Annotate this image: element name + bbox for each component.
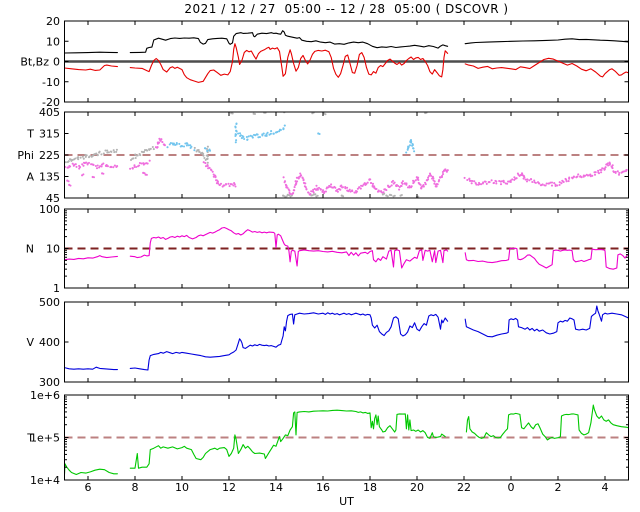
panel-density [64,226,629,270]
y-tick-label: 1e+5 [30,432,60,445]
y-tick-label: -20 [42,96,60,109]
x-tick-label: 18 [363,481,377,494]
panel-angles [64,112,629,198]
y-tick-label: 0 [53,56,60,69]
y-tick-label: 45 [46,192,60,205]
y-tick-label: 135 [39,171,60,184]
panel-left-label: T [26,128,34,141]
y-tick-label: 315 [39,128,60,141]
y-tick-label: -10 [42,76,60,89]
y-tick-label: 20 [46,15,60,28]
y-tick-label: 400 [39,336,60,349]
x-tick-label: 2 [555,481,562,494]
y-tick-label: 225 [39,149,60,162]
x-tick-label: 10 [175,481,189,494]
y-tick-label: 1e+4 [30,474,60,487]
panel-bt-bz [64,30,629,83]
panel-speed-frame [64,301,629,383]
panel-temperature [64,404,629,476]
x-tick-label: 14 [269,481,283,494]
panel-left-label: N [26,243,34,256]
x-tick-label: 8 [132,481,139,494]
y-tick-label: 10 [46,243,60,256]
series-V [64,305,629,371]
x-tick-label: 0 [508,481,515,494]
series-angle-gray [64,112,428,198]
panel-left-label: A [26,171,34,184]
x-tick-label: 4 [602,481,609,494]
series-N [64,226,629,270]
x-axis-label: UT [339,495,354,508]
x-tick-label: 20 [410,481,424,494]
panel-density-frame [64,208,629,289]
panel-left-label: Phi [17,149,34,162]
x-tick-label: 22 [457,481,471,494]
series-angle-cyan [166,122,416,154]
y-tick-label: 300 [39,376,60,389]
series-angle-pink [64,137,629,196]
y-tick-label: 1 [53,282,60,295]
panel-speed [64,305,629,371]
x-tick-label: 6 [85,481,92,494]
panel-bt-bz-frame [64,20,629,103]
panel-angles-frame [64,111,629,199]
y-tick-label: 100 [39,203,60,216]
y-tick-label: 405 [39,106,60,119]
x-tick-label: 12 [222,481,236,494]
panel-left-label: Bt,Bz [20,56,49,69]
y-tick-label: 500 [39,296,60,309]
y-tick-label: 10 [46,35,60,48]
series-Bz [64,43,629,83]
series-T [64,404,629,476]
series-Bt [64,30,629,54]
y-tick-label: 1e+6 [30,389,60,402]
panel-left-label: T [26,432,34,445]
panel-left-label: V [26,336,34,349]
plot-title: 2021 / 12 / 27 05:00 -- 12 / 28 05:00 ( … [184,2,509,16]
x-tick-label: 16 [316,481,330,494]
panel-temperature-frame [64,394,629,481]
